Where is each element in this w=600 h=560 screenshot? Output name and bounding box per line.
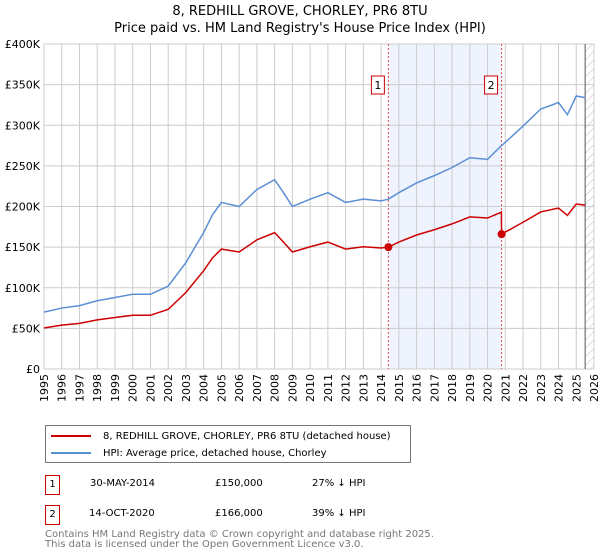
x-tick-label: 1999 [109,374,122,402]
transaction-badge: 2 [45,505,60,525]
x-tick-label: 2002 [162,374,175,402]
x-tick-label: 2014 [375,374,388,402]
y-tick-label: £150K [5,241,41,254]
x-tick-label: 2001 [144,374,157,402]
sale-label: 2 [488,79,495,92]
series-line [43,203,586,329]
transaction-price: £150,000 [215,478,263,489]
x-tick-label: 2026 [588,374,600,402]
x-tick-label: 2019 [464,374,477,402]
red-line-icon [51,435,91,437]
y-tick-label: £300K [5,119,41,132]
x-tick-label: 2015 [393,374,406,402]
x-tick-label: 1998 [91,374,104,402]
sale-point [384,243,393,252]
x-tick-label: 2005 [215,374,228,402]
legend: 8, REDHILL GROVE, CHORLEY, PR6 8TU (deta… [45,425,411,463]
transaction-date: 14-OCT-2020 [89,508,155,519]
transaction-price: £166,000 [215,508,263,519]
transaction-row: 1 30-MAY-2014 £150,000 27% ↓ HPI [45,475,445,495]
x-tick-label: 2007 [251,374,264,402]
x-tick-label: 2017 [428,374,441,402]
x-tick-label: 2011 [322,374,335,402]
chart-subtitle: Price paid vs. HM Land Registry's House … [114,21,486,36]
y-tick-label: £400K [5,38,41,51]
x-tick-label: 2020 [482,374,495,402]
price-chart: 1995 1996 1997 1998 1999 2000 2001 2002 2003 2004… [5,38,600,402]
transaction-date: 30-MAY-2014 [90,478,156,489]
legend-item-property: 8, REDHILL GROVE, CHORLEY, PR6 8TU (deta… [46,428,391,444]
x-tick-label: 2003 [180,374,193,402]
x-tick-label: 2025 [570,374,583,402]
series-line [43,95,586,313]
legend-label: 8, REDHILL GROVE, CHORLEY, PR6 8TU (deta… [103,430,391,442]
x-tick-label: 2016 [411,374,424,402]
footer-copyright: Contains HM Land Registry data © Crown c… [45,529,434,540]
x-tick-label: 2018 [446,374,459,402]
transaction-row: 2 14-OCT-2020 £166,000 39% ↓ HPI [45,505,445,525]
x-tick-label: 2004 [198,374,211,402]
blue-line-icon [51,452,91,454]
x-tick-label: 2006 [233,374,246,402]
x-tick-label: 2010 [304,374,317,402]
x-tick-label: 1995 [38,374,51,402]
sale-label-box [484,75,499,95]
y-tick-label: £250K [5,160,41,173]
x-tick-label: 2000 [127,374,140,402]
transaction-badge: 1 [45,475,60,495]
y-tick-label: £350K [5,79,41,92]
legend-item-hpi: HPI: Average price, detached house, Chor… [46,445,327,461]
x-tick-label: 2009 [286,374,299,402]
x-tick-label: 1996 [56,374,69,402]
footer-licence: This data is licensed under the Open Gov… [45,539,364,550]
x-tick-label: 2013 [357,374,370,402]
transaction-hpi-diff: 27% ↓ HPI [312,478,366,489]
transaction-hpi-diff: 39% ↓ HPI [312,508,366,519]
y-tick-label: £200K [5,201,41,214]
x-tick-label: 2021 [499,374,512,402]
sale-point [497,230,506,239]
sale-label: 1 [374,79,381,92]
y-tick-label: £100K [5,282,41,295]
x-tick-label: 2024 [553,374,566,402]
x-tick-label: 1997 [73,374,86,402]
legend-label: HPI: Average price, detached house, Chor… [103,447,327,459]
footer: Contains HM Land Registry data © Crown c… [45,530,434,550]
chart-title: 8, REDHILL GROVE, CHORLEY, PR6 8TU [172,4,428,19]
x-tick-label: 2008 [269,374,282,402]
x-tick-label: 2023 [535,374,548,402]
x-tick-label: 2022 [517,374,530,402]
y-tick-label: £0 [26,363,40,376]
x-tick-label: 2012 [340,374,353,402]
y-tick-label: £50K [12,322,41,335]
sale-label-box [370,75,385,95]
